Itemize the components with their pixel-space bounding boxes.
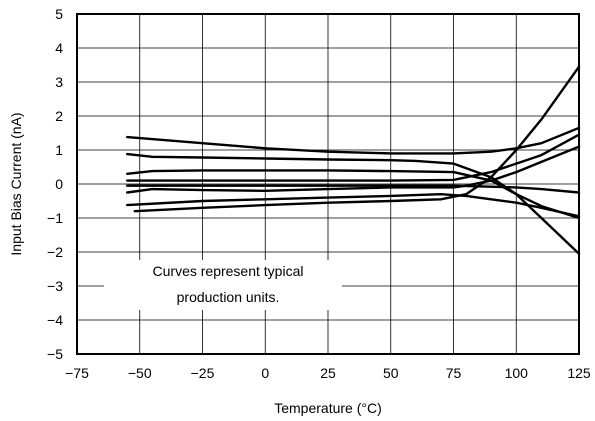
x-tick-label: 25: [320, 365, 336, 381]
series-line-5: [126, 184, 581, 194]
series-line-3: [126, 169, 581, 220]
annotation-line-2: production units.: [177, 289, 280, 305]
y-tick-label: 5: [55, 6, 63, 22]
y-tick-labels: 5 4 3 2 1 0 −1 −2 −3 −4 −5: [47, 6, 63, 362]
y-tick-label: −3: [47, 278, 63, 294]
y-tick-label: 2: [55, 108, 63, 124]
y-tick-label: −2: [47, 244, 63, 260]
annotation-background: [104, 260, 342, 310]
x-axis-title: Temperature (°C): [274, 400, 382, 416]
x-tick-label: 100: [505, 365, 529, 381]
x-tick-label: −25: [191, 365, 215, 381]
y-tick-label: 1: [55, 142, 63, 158]
annotation: Curves represent typical production unit…: [104, 260, 342, 310]
annotation-line-1: Curves represent typical: [153, 263, 304, 279]
series-group: [126, 65, 581, 255]
x-tick-label: 75: [446, 365, 462, 381]
y-axis-title: Input Bias Current (nA): [8, 112, 24, 255]
x-tick-labels: −75 −50 −25 0 25 50 75 100 125: [65, 365, 591, 381]
x-tick-label: 50: [383, 365, 399, 381]
x-tick-label: −50: [128, 365, 152, 381]
series-line-6: [126, 145, 581, 194]
series-line-7: [126, 193, 581, 218]
y-tick-label: 4: [55, 40, 63, 56]
x-tick-label: −75: [65, 365, 89, 381]
y-tick-label: −4: [47, 312, 63, 328]
y-tick-label: 0: [55, 176, 63, 192]
x-tick-label: 125: [567, 365, 591, 381]
y-tick-label: −1: [47, 210, 63, 226]
y-tick-label: −5: [47, 346, 63, 362]
series-line-8: [133, 65, 581, 213]
x-tick-label: 0: [261, 365, 269, 381]
series-line-2: [126, 152, 581, 255]
y-tick-label: 3: [55, 74, 63, 90]
series-line-4: [126, 133, 581, 182]
plot-frame: [76, 13, 580, 355]
series-line-1: [126, 126, 581, 155]
